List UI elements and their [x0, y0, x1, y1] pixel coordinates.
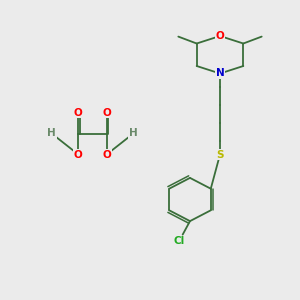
Text: O: O: [102, 107, 111, 118]
Text: Cl: Cl: [174, 236, 185, 247]
Text: S: S: [216, 149, 224, 160]
Text: H: H: [47, 128, 56, 139]
Text: O: O: [74, 149, 83, 160]
Text: H: H: [129, 128, 138, 139]
Text: O: O: [102, 149, 111, 160]
Text: O: O: [216, 31, 224, 41]
Text: O: O: [74, 107, 83, 118]
Text: N: N: [216, 68, 224, 79]
